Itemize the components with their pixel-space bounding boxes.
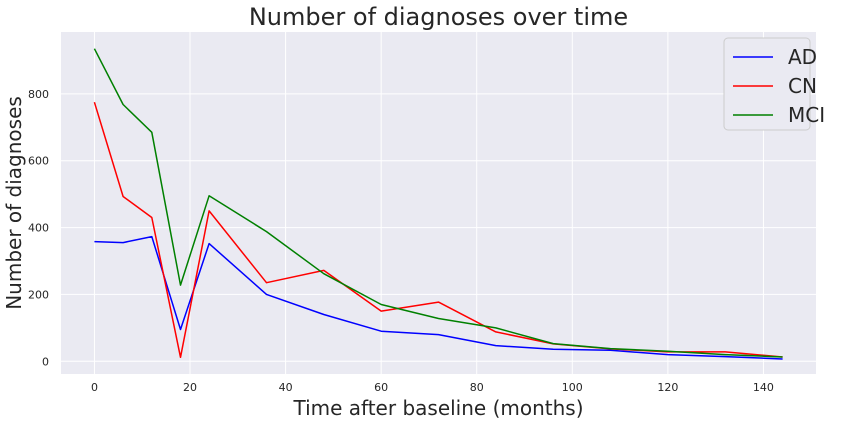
x-axis-label: Time after baseline (months) [292,396,583,420]
x-tick-label: 40 [279,381,293,394]
x-tick-label: 120 [657,381,678,394]
grid-lines [61,32,816,374]
x-tick-labels: 0 20 40 60 80 100 120 140 [91,381,774,394]
y-axis-label: Number of diagnoses [2,96,26,310]
x-tick-label: 100 [562,381,583,394]
y-tick-label: 400 [28,222,49,235]
y-tick-labels: 0 200 400 600 800 [28,88,49,368]
legend-label-ad: AD [788,45,817,69]
legend-box [723,37,811,131]
y-tick-label: 600 [28,155,49,168]
legend-label-mci: MCI [788,103,825,127]
y-tick-label: 800 [28,88,49,101]
y-tick-label: 200 [28,288,49,301]
x-tick-label: 140 [753,381,774,394]
x-tick-label: 20 [183,381,197,394]
x-tick-label: 80 [470,381,484,394]
legend-label-cn: CN [788,74,817,98]
legend: AD CN MCI [723,37,825,131]
x-tick-label: 60 [374,381,388,394]
x-tick-label: 0 [91,381,98,394]
series-line-mci [93,48,783,358]
y-tick-label: 0 [42,355,49,368]
chart-title: Number of diagnoses over time [249,3,628,31]
series-lines [93,48,783,360]
plot-background [61,32,816,374]
